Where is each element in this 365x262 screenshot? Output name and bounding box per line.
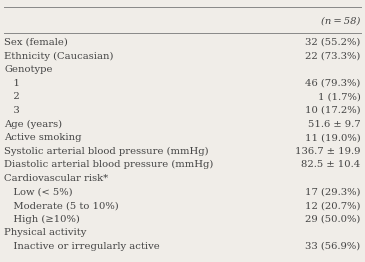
Text: 82.5 ± 10.4: 82.5 ± 10.4	[301, 160, 361, 169]
Text: 3: 3	[4, 106, 20, 115]
Text: Sex (female): Sex (female)	[4, 38, 68, 47]
Text: Active smoking: Active smoking	[4, 133, 82, 142]
Text: 12 (20.7%): 12 (20.7%)	[305, 201, 361, 210]
Text: Inactive or irregularly active: Inactive or irregularly active	[4, 242, 160, 251]
Text: 11 (19.0%): 11 (19.0%)	[305, 133, 361, 142]
Text: 1: 1	[4, 79, 20, 88]
Text: Physical activity: Physical activity	[4, 228, 87, 237]
Text: 10 (17.2%): 10 (17.2%)	[305, 106, 361, 115]
Text: 32 (55.2%): 32 (55.2%)	[305, 38, 361, 47]
Text: 33 (56.9%): 33 (56.9%)	[306, 242, 361, 251]
Text: Cardiovascular risk*: Cardiovascular risk*	[4, 174, 109, 183]
Text: Moderate (5 to 10%): Moderate (5 to 10%)	[4, 201, 119, 210]
Text: 136.7 ± 19.9: 136.7 ± 19.9	[295, 147, 361, 156]
Text: 51.6 ± 9.7: 51.6 ± 9.7	[308, 119, 361, 129]
Text: 17 (29.3%): 17 (29.3%)	[305, 188, 361, 196]
Text: (n = 58): (n = 58)	[321, 17, 361, 26]
Text: 22 (73.3%): 22 (73.3%)	[305, 52, 361, 61]
Text: 29 (50.0%): 29 (50.0%)	[305, 215, 361, 224]
Text: Systolic arterial blood pressure (mmHg): Systolic arterial blood pressure (mmHg)	[4, 147, 209, 156]
Text: 46 (79.3%): 46 (79.3%)	[305, 79, 361, 88]
Text: Ethnicity (Caucasian): Ethnicity (Caucasian)	[4, 52, 114, 61]
Text: Diastolic arterial blood pressure (mmHg): Diastolic arterial blood pressure (mmHg)	[4, 160, 214, 170]
Text: Genotype: Genotype	[4, 65, 53, 74]
Text: Low (< 5%): Low (< 5%)	[4, 188, 73, 196]
Text: 1 (1.7%): 1 (1.7%)	[318, 92, 361, 101]
Text: High (≥10%): High (≥10%)	[4, 215, 80, 224]
Text: 2: 2	[4, 92, 20, 101]
Text: Age (years): Age (years)	[4, 119, 62, 129]
